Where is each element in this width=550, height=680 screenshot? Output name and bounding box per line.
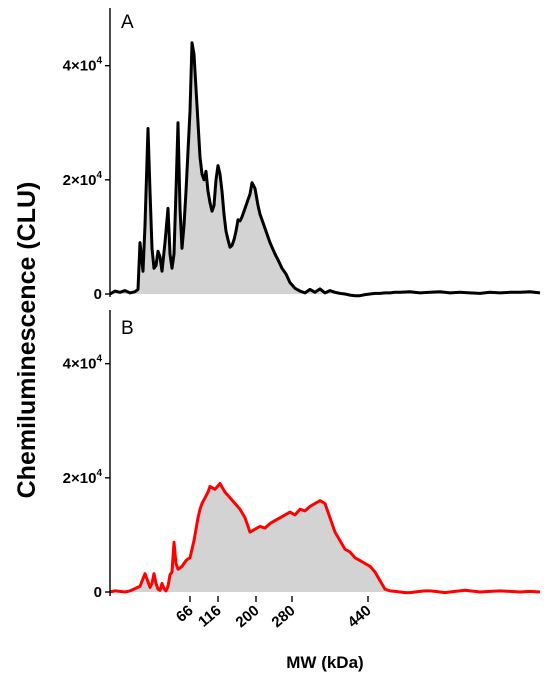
panel-a-y-tick-label: 4×104	[63, 56, 103, 75]
x-tick-label: 66	[173, 602, 197, 626]
panel-b-y-tick-label: 2×104	[63, 468, 103, 487]
panel-a-y-tick-label: 0	[94, 286, 102, 303]
x-tick-label: 280	[268, 602, 298, 631]
panel-label-b: B	[121, 318, 134, 339]
x-tick-label: 440	[344, 602, 374, 631]
x-tick-label: 200	[232, 602, 262, 631]
panel-a-y-tick-label: 2×104	[63, 170, 103, 189]
panel-b-series-line	[109, 482, 541, 595]
panel-a: A 0 2×104 4×104	[63, 8, 541, 303]
panel-b-area-fill	[110, 483, 540, 593]
y-axis-title: Chemiluminescence (CLU)	[13, 182, 41, 499]
panel-a-series-line	[109, 41, 541, 298]
panel-label-a: A	[121, 12, 134, 33]
x-axis-title: MW (kDa)	[286, 653, 363, 672]
panel-b: B 0 2×104 4×104	[63, 310, 541, 601]
panel-b-y-ticks: 0 2×104 4×104	[63, 354, 110, 601]
panel-b-y-tick-label: 4×104	[63, 354, 103, 373]
panel-a-area-fill	[110, 42, 540, 296]
x-tick-label: 116	[195, 602, 224, 631]
panel-b-y-tick-label: 0	[94, 584, 102, 601]
panel-a-y-ticks: 0 2×104 4×104	[63, 56, 110, 303]
